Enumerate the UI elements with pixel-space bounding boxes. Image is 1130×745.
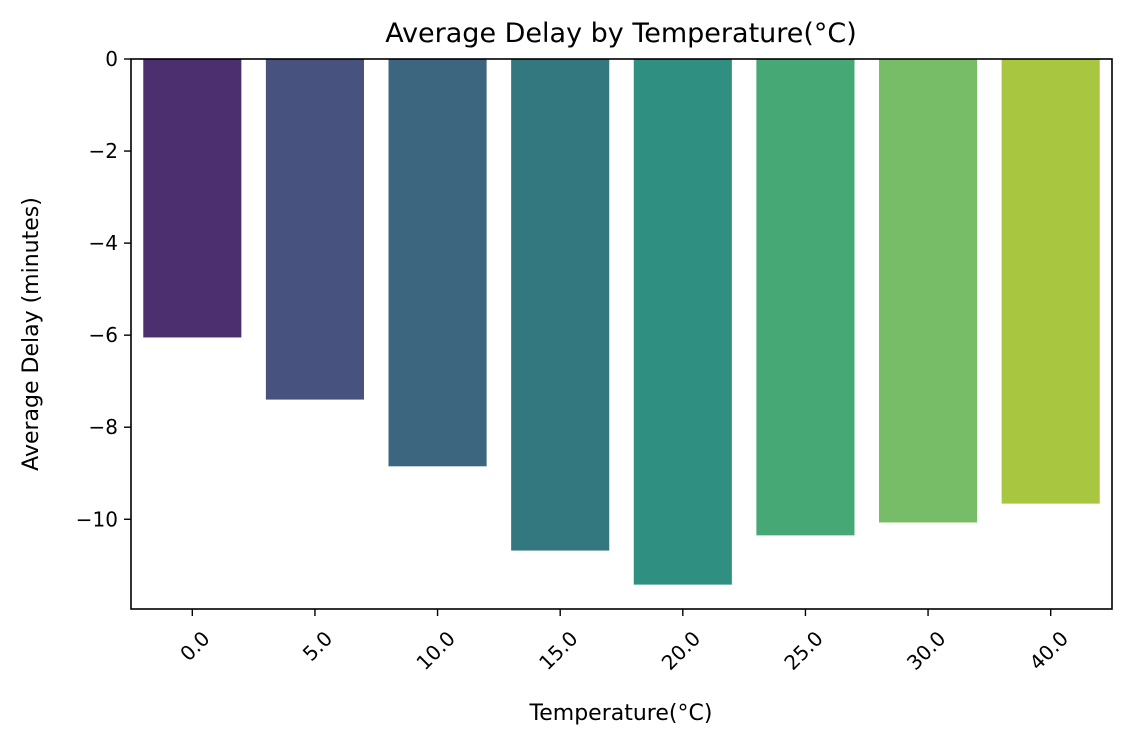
bar-5.0 — [265, 59, 364, 400]
bar-10.0 — [388, 59, 487, 467]
x-tick-label: 25.0 — [779, 626, 827, 674]
bar-30.0 — [879, 59, 978, 523]
x-axis-label: Temperature(°C) — [529, 701, 713, 726]
bar-25.0 — [756, 59, 855, 536]
y-tick-label: −10 — [76, 507, 118, 531]
x-tick-label: 0.0 — [175, 626, 214, 665]
bars-group — [143, 59, 1100, 585]
y-tick-label: −2 — [89, 139, 118, 163]
x-tick-label: 15.0 — [534, 626, 582, 674]
x-tick-label: 30.0 — [902, 626, 950, 674]
y-tick-label: 0 — [105, 47, 118, 71]
chart-title: Average Delay by Temperature(°C) — [385, 18, 857, 49]
bar-0.0 — [143, 59, 242, 338]
plot-frame — [130, 58, 1113, 610]
x-tick-label: 20.0 — [657, 626, 705, 674]
y-tick-label: −8 — [89, 415, 118, 439]
x-tick-label: 10.0 — [411, 626, 459, 674]
bar-20.0 — [633, 59, 732, 585]
y-tick-label: −4 — [89, 231, 118, 255]
x-tick-label: 5.0 — [298, 626, 337, 665]
bar-40.0 — [1001, 59, 1100, 504]
x-axis: 0.0 5.0 10.0 15.0 20.0 25.0 30.0 40.0 — [175, 609, 1073, 675]
y-tick-label: −6 — [89, 323, 118, 347]
y-axis-label: Average Delay (minutes) — [19, 197, 44, 471]
bar-15.0 — [511, 59, 610, 551]
x-tick-label: 40.0 — [1025, 626, 1073, 674]
y-axis: 0 −2 −4 −6 −8 −10 — [76, 47, 131, 531]
